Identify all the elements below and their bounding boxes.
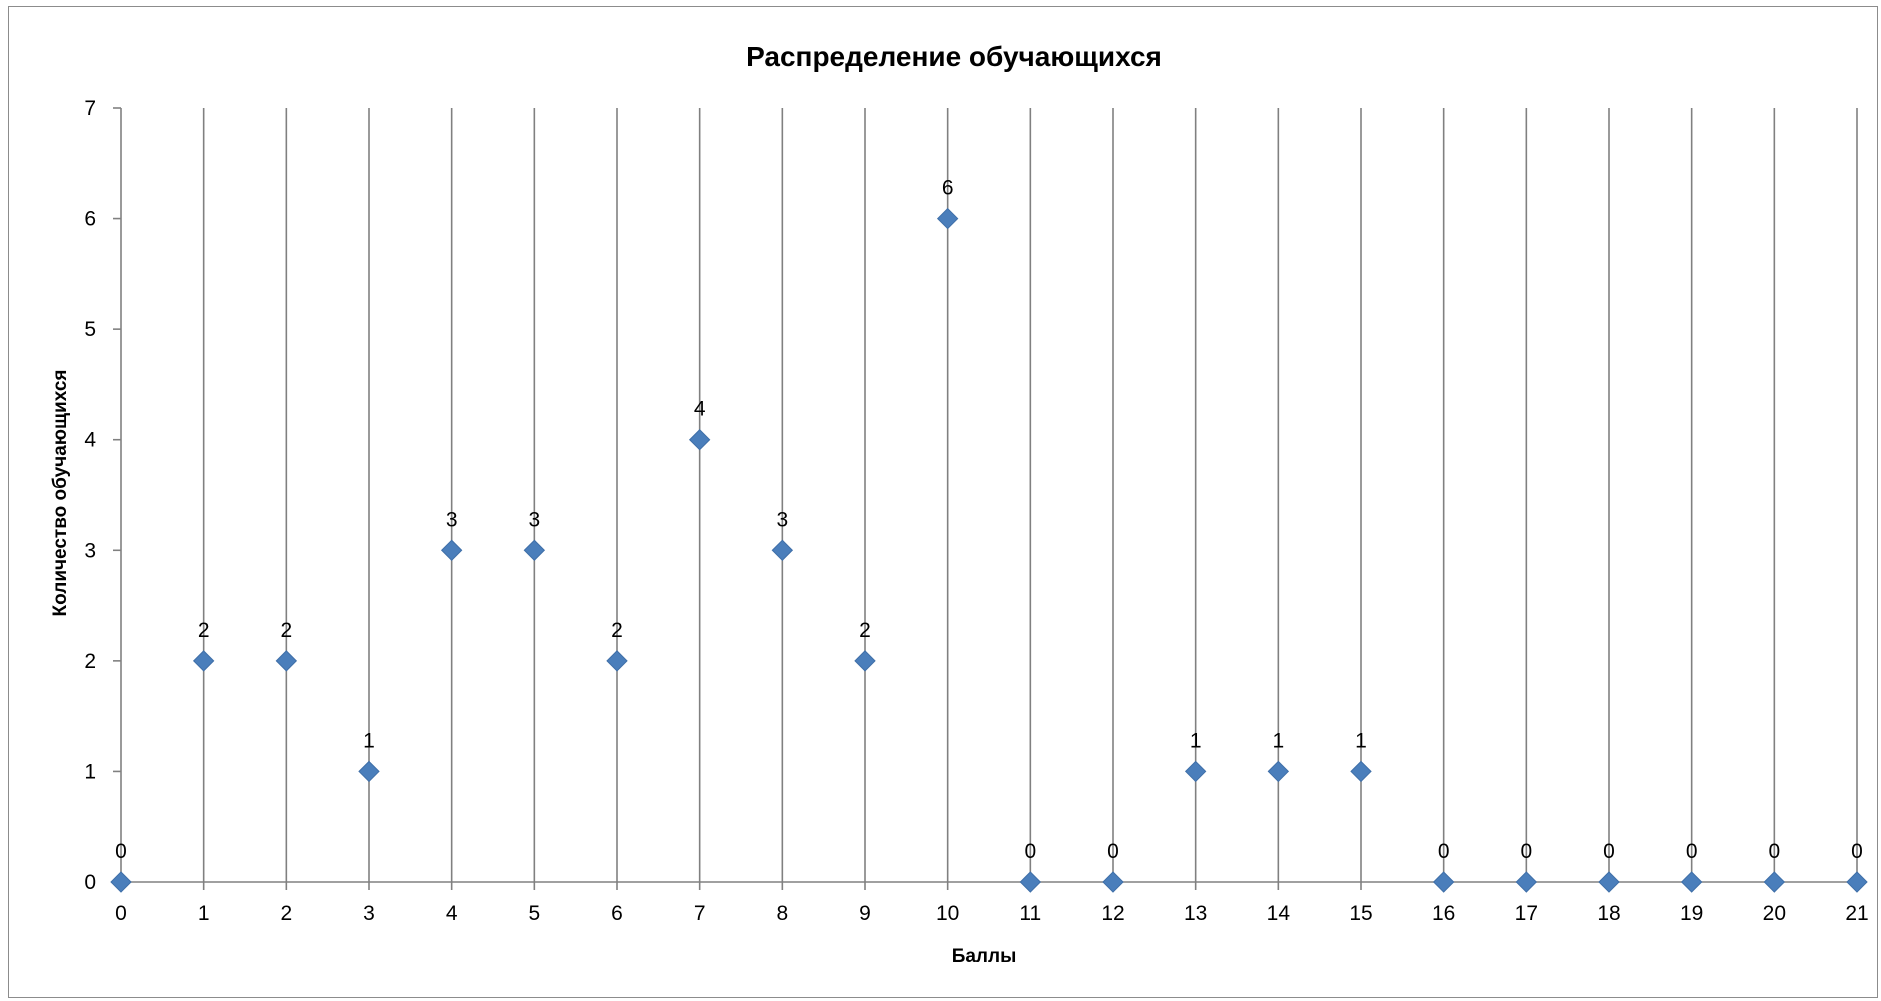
data-label: 1: [1272, 729, 1284, 752]
x-tick-label: 19: [1680, 902, 1703, 925]
x-tick-labels: 0 1 2 3 4 5 6 7 8 9 10 11 12 13 14 15 16 17 18 19 20 21: [115, 902, 1869, 925]
x-tick-label: 18: [1597, 902, 1620, 925]
y-axis-title: Количество обучающихся: [50, 370, 71, 617]
data-label: 2: [198, 619, 210, 642]
data-label: 0: [1851, 840, 1863, 863]
data-point: [771, 539, 794, 561]
y-tick-labels: 0 1 2 3 4 5 6 7: [84, 97, 96, 894]
data-points: [110, 207, 1868, 893]
y-tick-label: 4: [84, 429, 96, 452]
data-label: 2: [280, 619, 292, 642]
data-point: [1846, 871, 1868, 893]
data-point: [854, 650, 876, 672]
data-point: [1267, 760, 1290, 783]
y-tick-label: 7: [84, 97, 96, 120]
x-tick-label: 2: [280, 902, 292, 925]
data-label: 0: [1686, 840, 1698, 863]
x-tick-label: 11: [1019, 902, 1041, 925]
x-axis-title: Баллы: [952, 946, 1017, 967]
x-tick-label: 17: [1515, 902, 1538, 925]
data-label: 1: [363, 729, 375, 752]
data-label: 0: [115, 840, 127, 863]
data-label: 0: [1024, 840, 1036, 863]
data-point: [1515, 871, 1538, 893]
data-point: [523, 539, 546, 561]
y-tick-label: 1: [84, 760, 96, 783]
data-point: [1019, 871, 1042, 893]
data-label: 0: [1107, 840, 1119, 863]
data-point: [1350, 760, 1372, 783]
data-point: [275, 650, 298, 672]
x-tick-label: 15: [1349, 902, 1372, 925]
x-tick-label: 14: [1267, 902, 1291, 925]
x-tick-label: 6: [611, 902, 623, 925]
x-tick-label: 21: [1845, 902, 1868, 925]
x-tick-label: 16: [1432, 902, 1455, 925]
data-point: [440, 539, 463, 561]
x-tick-label: 10: [936, 902, 959, 925]
x-tick-label: 3: [363, 902, 375, 925]
data-label: 6: [942, 177, 954, 200]
x-tick-label: 0: [115, 902, 127, 925]
data-labels: 0 2 2 1 3 3 2 4 3 2 6 0 0 1 1 1 0 0 0 0 0 0: [115, 177, 1863, 863]
data-point: [688, 429, 711, 451]
data-point: [606, 650, 628, 672]
data-point: [936, 207, 959, 230]
y-tick-label: 5: [84, 318, 96, 341]
x-tick-label: 13: [1184, 902, 1207, 925]
y-tick-label: 3: [84, 539, 96, 562]
data-point: [110, 871, 132, 893]
x-tick-label: 12: [1101, 902, 1124, 925]
data-label: 3: [776, 508, 788, 531]
x-tick-label: 1: [198, 902, 210, 925]
data-label: 0: [1438, 840, 1450, 863]
data-label: 1: [1355, 729, 1367, 752]
data-point: [1763, 871, 1786, 893]
chart-frame: [8, 6, 1878, 998]
data-point: [1102, 871, 1124, 893]
data-label: 0: [1520, 840, 1532, 863]
data-point: [1598, 871, 1620, 893]
data-point: [358, 760, 380, 783]
data-label: 4: [694, 398, 706, 421]
x-tick-label: 5: [528, 902, 540, 925]
x-tick-label: 9: [859, 902, 871, 925]
x-tick-label: 4: [446, 902, 458, 925]
x-tick-label: 20: [1763, 902, 1786, 925]
x-tick-label: 7: [694, 902, 706, 925]
data-label: 1: [1190, 729, 1202, 752]
data-label: 3: [528, 508, 540, 531]
x-tick-label: 8: [776, 902, 788, 925]
data-point: [1432, 871, 1455, 893]
y-tick-label: 0: [84, 871, 96, 894]
y-tick-label: 2: [84, 650, 96, 673]
data-label: 2: [859, 619, 871, 642]
data-label: 0: [1768, 840, 1780, 863]
data-label: 3: [446, 508, 458, 531]
data-label: 0: [1603, 840, 1615, 863]
data-point: [192, 650, 215, 672]
data-label: 2: [611, 619, 623, 642]
chart-title: Распределение обучающихся: [746, 41, 1162, 72]
grid-lines: [202, 108, 1858, 882]
data-point: [1184, 760, 1207, 783]
y-tick-label: 6: [84, 208, 96, 231]
data-point: [1680, 871, 1703, 893]
